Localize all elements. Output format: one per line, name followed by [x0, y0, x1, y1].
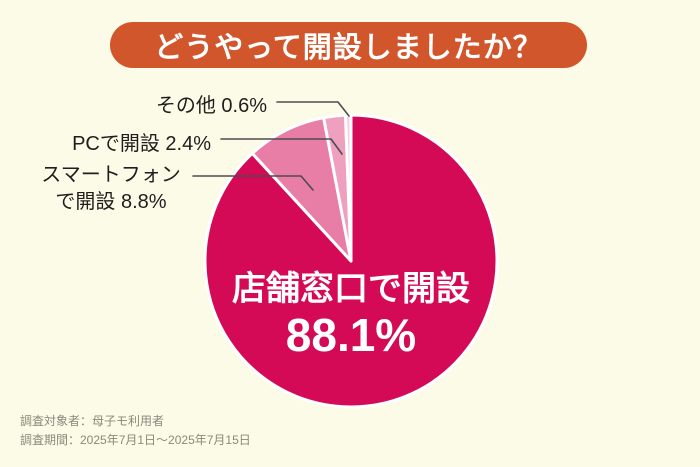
callout-pc: PCで開設 2.4% — [72, 133, 211, 155]
callout-smartphone: スマートフォン で開設 8.8% — [30, 162, 192, 216]
survey-footnote: 調査対象者：母子モ利用者 調査期間：2025年7月1日～2025年7月15日 — [20, 412, 251, 449]
leader-lines — [192, 101, 350, 191]
leader-line-other — [276, 101, 350, 117]
survey-subjects: 調査対象者：母子モ利用者 — [20, 414, 165, 428]
pie-center-label-text: 店舗窓口で開設 — [232, 270, 470, 308]
pie-center-label: 店舗窓口で開設 88.1% — [232, 270, 470, 362]
title-banner: どうやって開設しましたか？ — [110, 22, 587, 68]
leader-line-pc — [220, 138, 343, 155]
pie-slices — [203, 113, 499, 409]
leader-line-smartphone — [192, 175, 314, 191]
callout-smartphone-line1: スマートフォン — [41, 164, 181, 186]
page-title: どうやって開設しましたか？ — [154, 32, 543, 64]
callout-other: その他 0.6% — [155, 95, 267, 117]
pie-center-label-value: 88.1% — [285, 309, 417, 362]
callout-smartphone-line2: で開設 8.8% — [55, 191, 167, 213]
pie-slice-smartphone — [250, 116, 353, 263]
survey-period: 調査期間：2025年7月1日～2025年7月15日 — [20, 432, 251, 447]
